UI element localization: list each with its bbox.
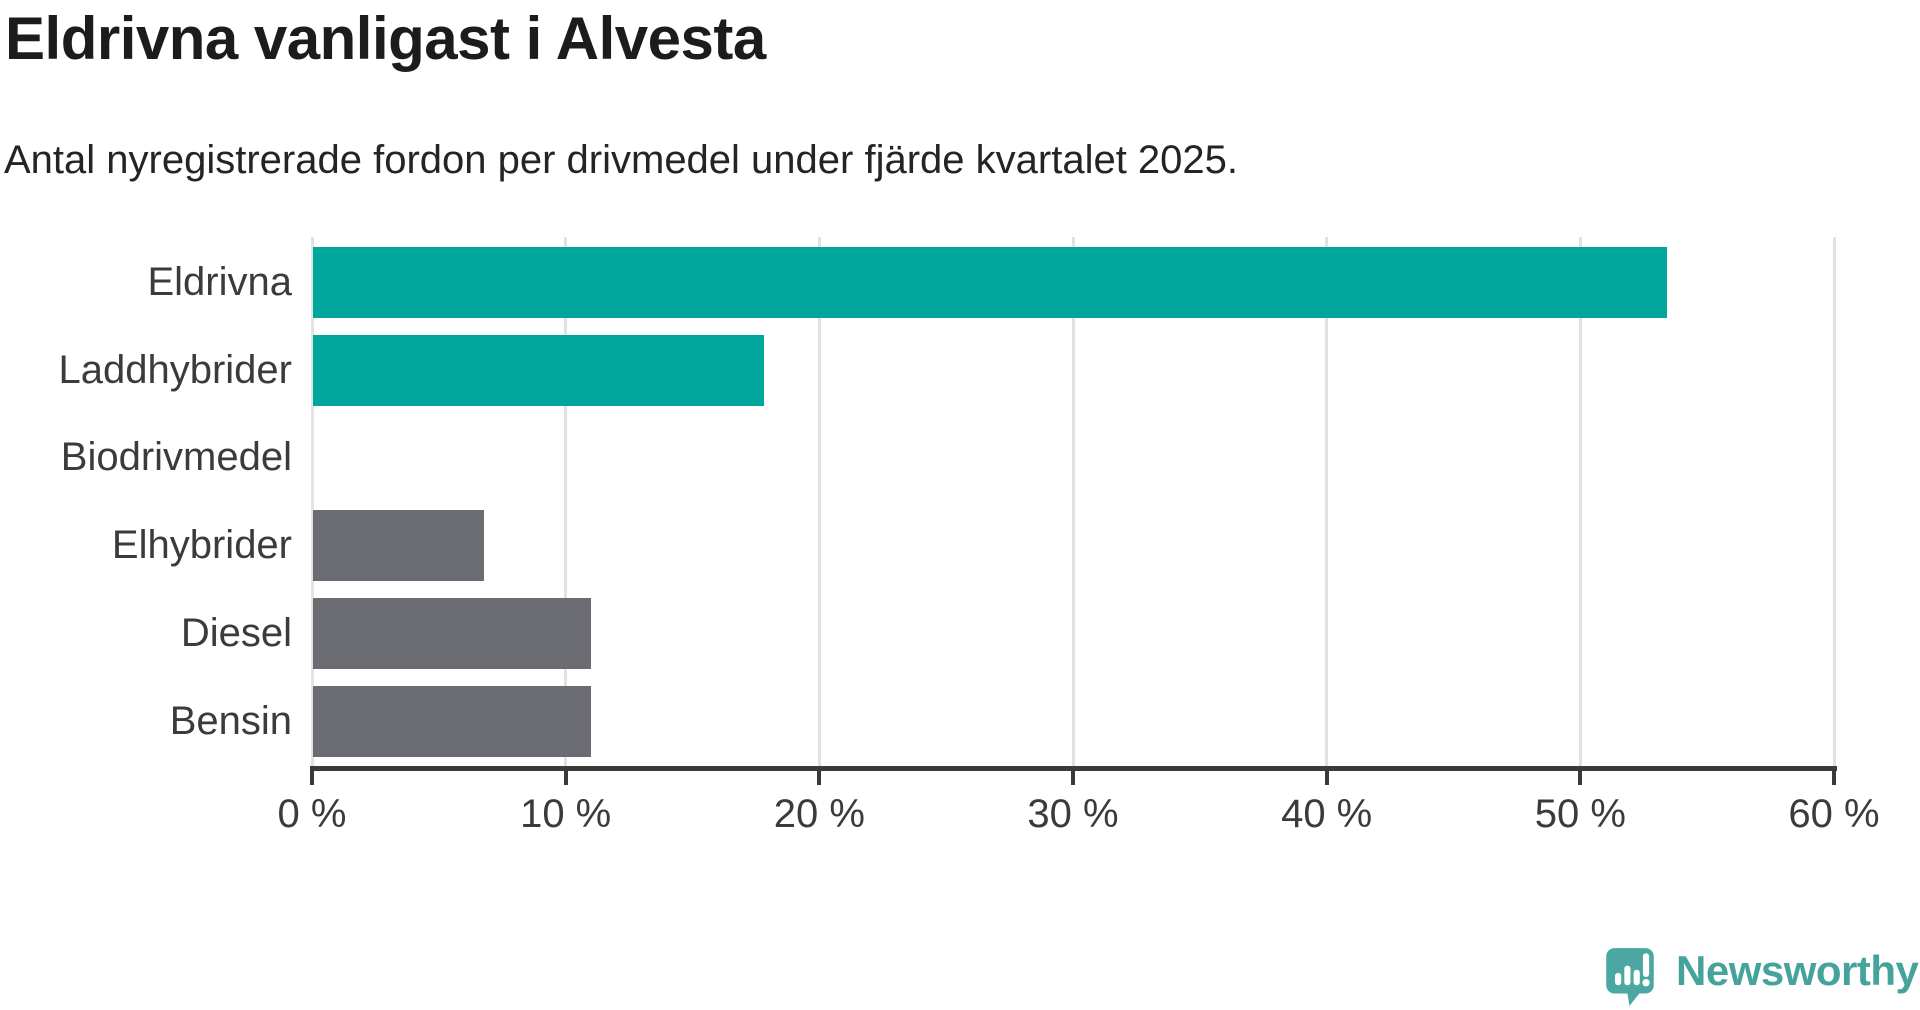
category-label-eldrivna: Eldrivna	[147, 260, 292, 304]
bar-eldrivna	[313, 247, 1667, 318]
bar-bensin	[313, 685, 592, 757]
axis-tick-label-0: 0 %	[277, 792, 347, 836]
axis-tick-label-50: 50 %	[1534, 792, 1626, 836]
newsworthy-logo-text: Newsworthy	[1676, 947, 1919, 994]
category-label-biodrivmedel: Biodrivmedel	[60, 435, 292, 480]
axis-tick-label-60: 60 %	[1788, 792, 1880, 836]
gridline-20	[817, 237, 821, 766]
newsworthy-logo[interactable]: Newsworthy	[1604, 946, 1919, 1008]
gridline-0	[310, 237, 314, 766]
gridline-60	[1832, 237, 1836, 766]
bar-elhybrider	[313, 510, 485, 582]
axis-tick-40	[1324, 766, 1329, 785]
axis-tick-10	[563, 766, 568, 785]
newsworthy-logo-icon	[1606, 948, 1654, 1006]
axis-tick-60	[1832, 766, 1836, 785]
bar-laddhybrider	[313, 334, 764, 406]
category-label-elhybrider: Elhybrider	[111, 523, 292, 568]
axis-tick-label-40: 40 %	[1281, 792, 1373, 836]
axis-tick-label-10: 10 %	[520, 792, 612, 836]
gridline-50	[1578, 237, 1582, 766]
gridline-10	[564, 237, 568, 766]
chart-title: Eldrivna vanligast i Alvesta	[5, 5, 766, 72]
axis-tick-50	[1578, 766, 1583, 785]
chart-subtitle: Antal nyregistrerade fordon per drivmede…	[4, 138, 1239, 182]
category-label-diesel: Diesel	[180, 610, 292, 655]
axis-tick-30	[1071, 766, 1075, 785]
category-label-bensin: Bensin	[169, 698, 292, 743]
category-label-laddhybrider: Laddhybrider	[58, 347, 293, 392]
axis-tick-label-30: 30 %	[1027, 792, 1119, 836]
bar-diesel	[313, 597, 592, 669]
axis-tick-0	[310, 766, 314, 785]
axis-tick-20	[817, 766, 822, 785]
gridline-30	[1071, 237, 1075, 766]
axis-tick-label-20: 20 %	[773, 792, 865, 836]
gridline-40	[1325, 237, 1329, 766]
